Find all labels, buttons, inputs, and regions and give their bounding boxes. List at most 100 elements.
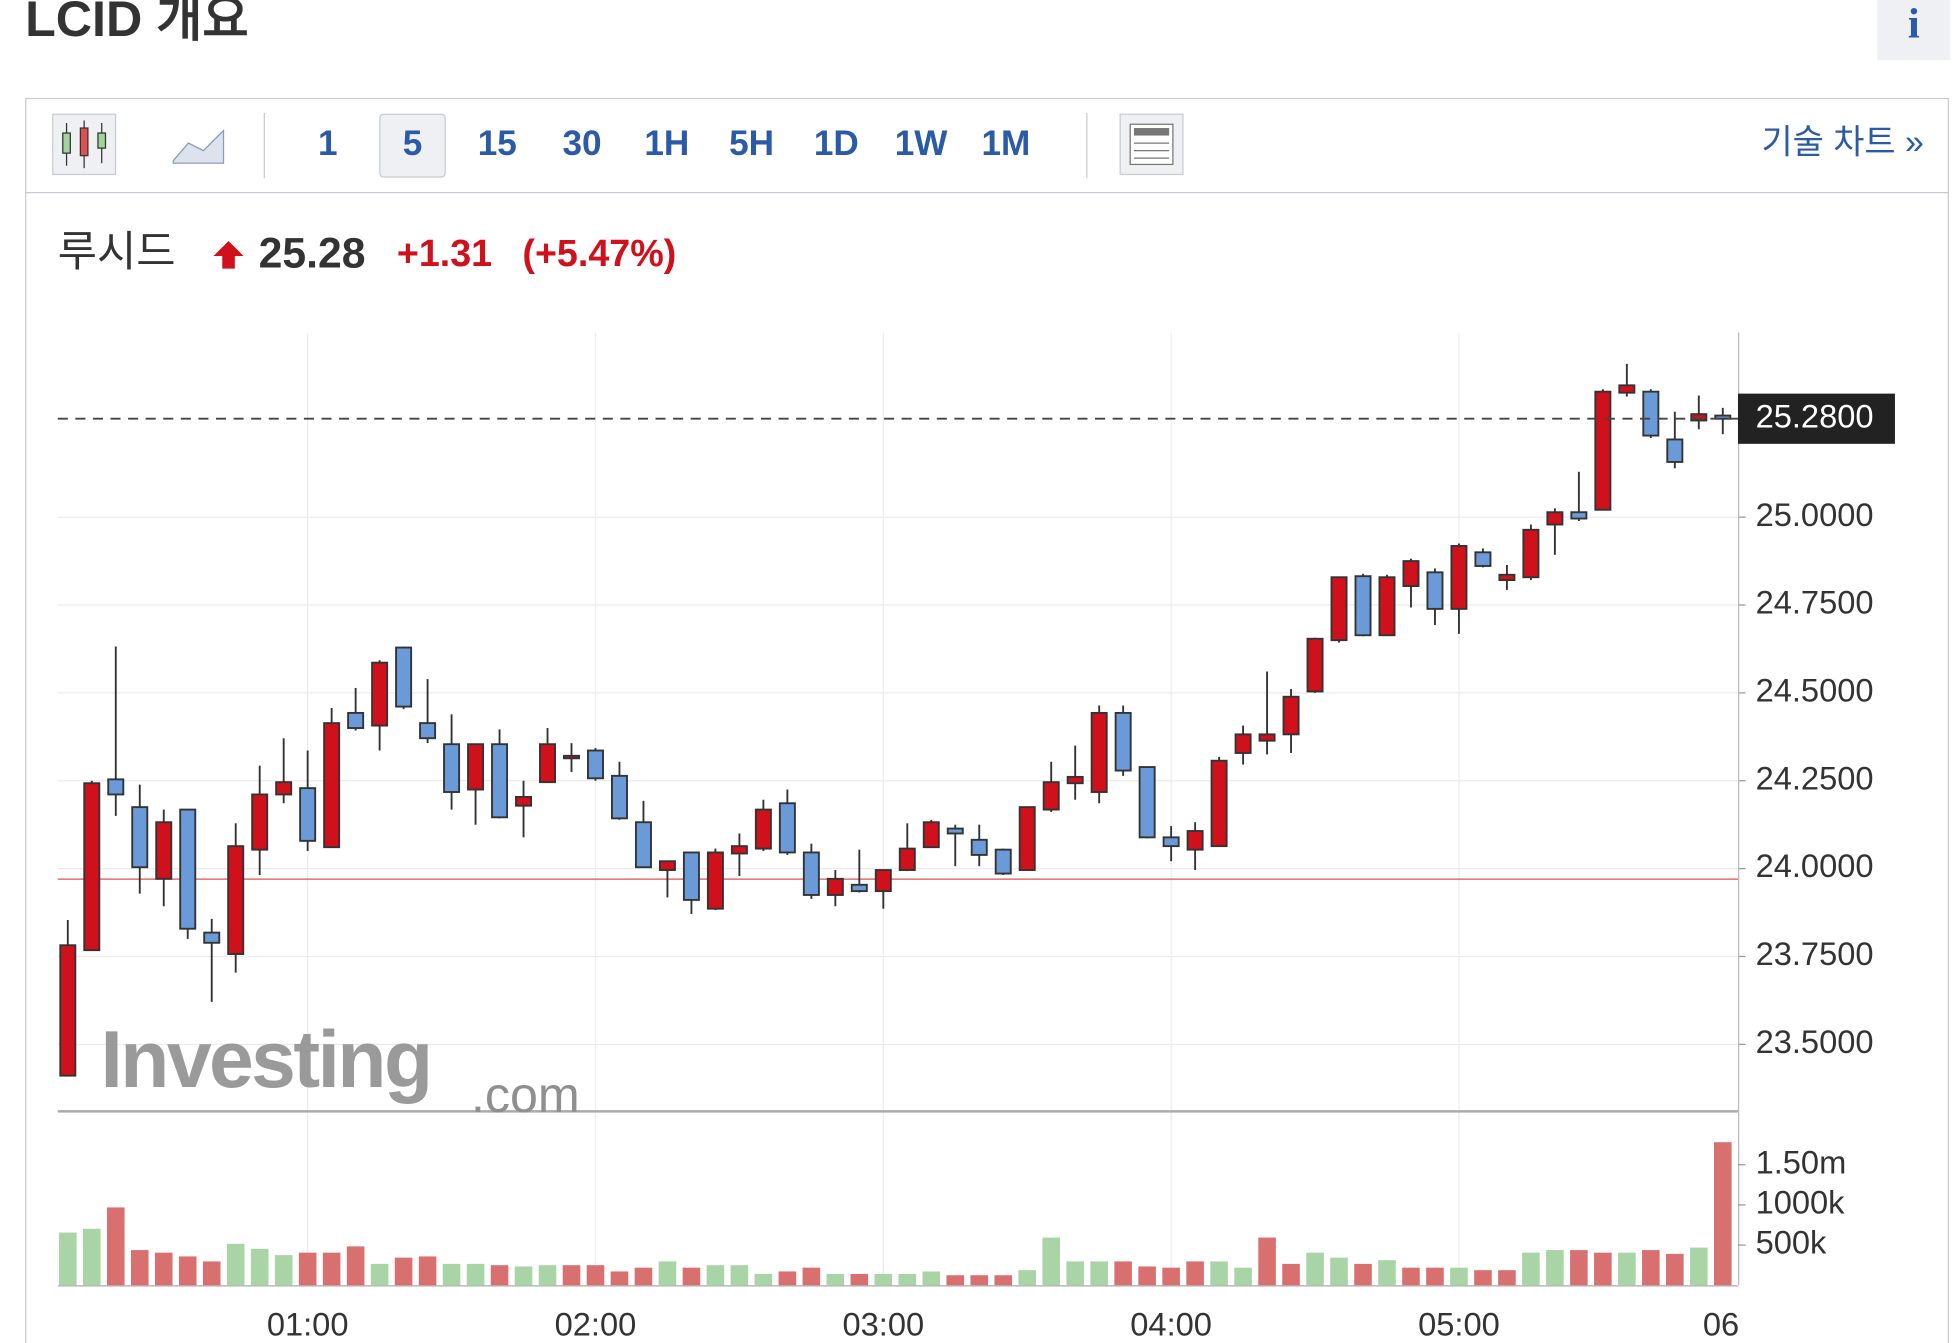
interval-button[interactable]: 5H bbox=[729, 124, 774, 163]
x-tick-label: 05:00 bbox=[1418, 1305, 1500, 1342]
candle-body bbox=[1186, 830, 1204, 851]
volume-bar bbox=[130, 1250, 149, 1286]
volume-bar bbox=[1186, 1261, 1204, 1286]
candle-body bbox=[1090, 711, 1108, 793]
volume-bar bbox=[898, 1273, 917, 1286]
candle-body bbox=[778, 802, 796, 854]
volume-bar bbox=[538, 1265, 557, 1286]
candle-body bbox=[1138, 766, 1156, 839]
candle-body bbox=[203, 931, 221, 944]
volume-bar bbox=[394, 1257, 413, 1286]
volume-bar bbox=[226, 1243, 245, 1286]
candle-body bbox=[1522, 528, 1540, 579]
layout-icon[interactable] bbox=[1119, 113, 1184, 176]
candle-body bbox=[59, 944, 77, 1077]
technical-chart-link[interactable]: 기술 차트 » bbox=[1761, 123, 1923, 161]
volume-bar bbox=[1306, 1252, 1324, 1286]
clip-cover bbox=[1740, 1305, 1791, 1343]
candle-body bbox=[970, 838, 988, 856]
volume-bar bbox=[1354, 1263, 1372, 1286]
volume-bar bbox=[298, 1252, 317, 1286]
candle-body bbox=[443, 743, 461, 793]
volume-bar bbox=[322, 1252, 341, 1286]
x-tick-label: 04:00 bbox=[1130, 1305, 1212, 1342]
candle-body bbox=[754, 808, 772, 850]
candle-body bbox=[371, 661, 389, 727]
volume-bar bbox=[994, 1275, 1013, 1286]
info-icon[interactable]: i bbox=[1908, 0, 1920, 47]
candle-body bbox=[1258, 733, 1276, 742]
volume-bar bbox=[1090, 1261, 1108, 1286]
candle-body bbox=[1402, 560, 1420, 587]
volume-bar bbox=[1474, 1270, 1492, 1286]
candle-body bbox=[1330, 576, 1348, 642]
candle-body bbox=[658, 860, 676, 871]
candle-body bbox=[275, 781, 293, 796]
volume-bar bbox=[1498, 1270, 1516, 1286]
candle-body bbox=[682, 851, 700, 901]
volume-bar bbox=[922, 1271, 941, 1286]
volume-tick-label: 1000k bbox=[1756, 1184, 1846, 1221]
volume-bar bbox=[370, 1263, 389, 1286]
candle-body bbox=[251, 793, 269, 851]
volume-bar bbox=[490, 1265, 509, 1286]
candle-icon[interactable] bbox=[52, 113, 117, 176]
interval-button[interactable]: 1W bbox=[895, 124, 949, 163]
candle-body bbox=[1594, 390, 1612, 511]
candle-body bbox=[634, 821, 652, 869]
candle-body bbox=[1210, 759, 1228, 848]
volume-bar bbox=[1378, 1260, 1396, 1286]
volume-tick-label: 500k bbox=[1756, 1224, 1827, 1261]
candle-body bbox=[491, 743, 509, 819]
volume-bar bbox=[1042, 1237, 1060, 1286]
candle-body bbox=[539, 743, 556, 784]
watermark-suffix: .com bbox=[471, 1067, 580, 1123]
candle-body bbox=[850, 883, 868, 893]
volume-bar bbox=[802, 1267, 821, 1286]
candle-body bbox=[587, 749, 604, 780]
x-tick-label: 02:00 bbox=[555, 1305, 637, 1342]
y-tick-label: 24.7500 bbox=[1756, 584, 1874, 621]
candle-body bbox=[347, 711, 365, 729]
y-tick-label: 23.5000 bbox=[1756, 1023, 1874, 1060]
interval-button[interactable]: 5 bbox=[403, 124, 423, 163]
interval-active[interactable] bbox=[379, 113, 446, 178]
candle-body bbox=[323, 722, 341, 849]
line-icon[interactable] bbox=[172, 129, 225, 164]
info-button[interactable] bbox=[1877, 0, 1951, 61]
volume-bar bbox=[418, 1256, 437, 1286]
volume-tick-label: 1.50m bbox=[1756, 1143, 1847, 1180]
interval-button[interactable]: 1H bbox=[644, 124, 689, 163]
volume-bar bbox=[1258, 1237, 1276, 1286]
volume-bar bbox=[1234, 1267, 1252, 1286]
y-tick-label: 23.7500 bbox=[1756, 935, 1874, 972]
candle-body bbox=[1234, 733, 1252, 754]
volume-bar bbox=[106, 1207, 125, 1286]
candle-body bbox=[395, 646, 413, 708]
interval-button[interactable]: 30 bbox=[562, 124, 601, 163]
interval-button[interactable]: 1 bbox=[318, 124, 338, 163]
candle-body bbox=[1450, 545, 1468, 610]
candle-body bbox=[179, 808, 197, 930]
volume-bar bbox=[850, 1273, 869, 1286]
candle-body bbox=[1354, 575, 1372, 637]
volume-bar bbox=[1546, 1250, 1564, 1286]
stock-name: 루시드 bbox=[58, 228, 176, 276]
candle-body bbox=[802, 851, 820, 896]
y-tick-label: 24.5000 bbox=[1756, 672, 1874, 709]
candle-body bbox=[155, 821, 173, 880]
x-tick-label: 03:00 bbox=[842, 1305, 924, 1342]
interval-button[interactable]: 15 bbox=[478, 124, 517, 163]
volume-bar bbox=[610, 1271, 629, 1286]
volume-bar bbox=[466, 1263, 485, 1286]
volume-bar bbox=[1330, 1257, 1348, 1286]
interval-button[interactable]: 1M bbox=[981, 124, 1030, 163]
volume-bar bbox=[658, 1261, 677, 1286]
candle-body bbox=[1066, 775, 1084, 785]
candle-body bbox=[1162, 836, 1180, 848]
candle-body bbox=[1018, 806, 1036, 871]
volume-bar bbox=[730, 1265, 749, 1286]
volume-bar bbox=[1282, 1263, 1300, 1286]
volume-bar bbox=[1114, 1261, 1132, 1286]
interval-button[interactable]: 1D bbox=[814, 124, 859, 163]
